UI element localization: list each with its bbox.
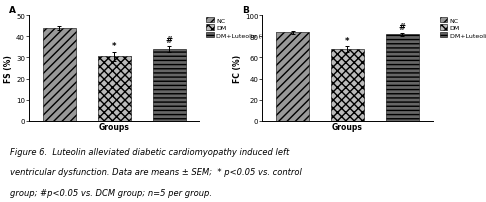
Y-axis label: FS (%): FS (%) bbox=[4, 55, 13, 83]
Bar bbox=[43, 29, 76, 121]
Text: B: B bbox=[242, 6, 249, 15]
Text: group; #p<0.05 vs. DCM group; n=5 per group.: group; #p<0.05 vs. DCM group; n=5 per gr… bbox=[10, 188, 212, 197]
Y-axis label: FC (%): FC (%) bbox=[233, 55, 242, 83]
Text: *: * bbox=[345, 37, 350, 46]
Bar bbox=[153, 50, 186, 121]
Text: ventricular dysfunction. Data are means ± SEM;  * p<0.05 vs. control: ventricular dysfunction. Data are means … bbox=[10, 168, 302, 177]
Legend: NC, DM, DM+Luteolin (10 mg/kg): NC, DM, DM+Luteolin (10 mg/kg) bbox=[439, 17, 486, 39]
Bar bbox=[276, 33, 309, 121]
Text: #: # bbox=[399, 23, 406, 32]
Bar bbox=[386, 35, 419, 121]
X-axis label: Groups: Groups bbox=[99, 123, 130, 132]
Text: Figure 6.  Luteolin alleviated diabetic cardiomyopathy induced left: Figure 6. Luteolin alleviated diabetic c… bbox=[10, 147, 289, 156]
Bar bbox=[98, 57, 131, 121]
Text: *: * bbox=[112, 42, 117, 51]
Text: A: A bbox=[9, 6, 16, 15]
X-axis label: Groups: Groups bbox=[332, 123, 363, 132]
Bar bbox=[331, 50, 364, 121]
Legend: NC, DM, DM+Luteolin (10 mg/kg): NC, DM, DM+Luteolin (10 mg/kg) bbox=[206, 17, 294, 39]
Text: #: # bbox=[166, 36, 173, 45]
